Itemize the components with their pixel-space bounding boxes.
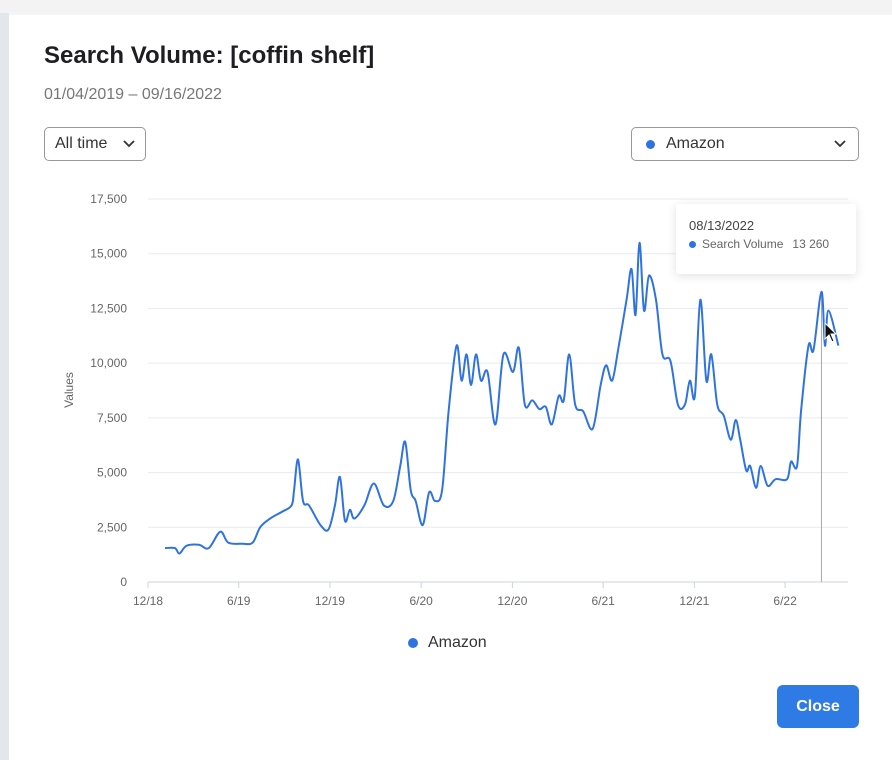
- series-line-amazon: [164, 241, 840, 555]
- y-tick-label: 10,000: [90, 356, 127, 370]
- legend-dot: [408, 638, 418, 648]
- y-tick-label: 5,000: [97, 466, 127, 480]
- x-tick-label: 12/18: [133, 594, 163, 608]
- x-tick-label: 12/21: [679, 594, 709, 608]
- mouse-cursor-icon: [824, 322, 838, 343]
- chart-legend-item[interactable]: Amazon: [408, 634, 487, 652]
- x-tick-label: 6/21: [591, 594, 615, 608]
- background-page-edge: [0, 13, 9, 760]
- y-tick-label: 17,500: [90, 192, 127, 206]
- x-tick-label: 6/20: [409, 594, 433, 608]
- y-tick-label: 0: [120, 575, 127, 589]
- tooltip-series-dot: [689, 240, 696, 248]
- browser-top-bar: [0, 0, 892, 13]
- x-tick-label: 6/19: [227, 594, 251, 608]
- modal-title: Search Volume: [coffin shelf]: [44, 42, 375, 69]
- series-color-dot: [646, 139, 655, 149]
- chart-tooltip: 08/13/2022 Search Volume 13 260: [676, 204, 856, 274]
- time-range-dropdown[interactable]: All time: [44, 127, 146, 161]
- y-tick-label: 12,500: [90, 301, 127, 315]
- chevron-down-icon: [834, 140, 846, 148]
- y-tick-label: 7,500: [97, 411, 127, 425]
- y-axis-label: Values: [62, 372, 76, 408]
- legend-label: Amazon: [428, 634, 487, 651]
- tooltip-value: 13 260: [792, 237, 830, 251]
- tooltip-date: 08/13/2022: [689, 218, 755, 233]
- series-value: Amazon: [666, 135, 725, 152]
- x-tick-label: 12/19: [315, 594, 345, 608]
- y-tick-label: 15,000: [90, 247, 127, 261]
- time-range-value: All time: [55, 135, 108, 152]
- tooltip-label: Search Volume: [702, 237, 784, 251]
- series-dropdown[interactable]: Amazon: [631, 127, 859, 161]
- date-range: 01/04/2019 – 09/16/2022: [44, 86, 222, 103]
- x-tick-label: 6/22: [773, 594, 797, 608]
- y-tick-label: 2,500: [97, 520, 127, 534]
- x-tick-label: 12/20: [497, 594, 527, 608]
- close-button[interactable]: Close: [777, 685, 859, 728]
- chevron-down-icon: [123, 140, 135, 148]
